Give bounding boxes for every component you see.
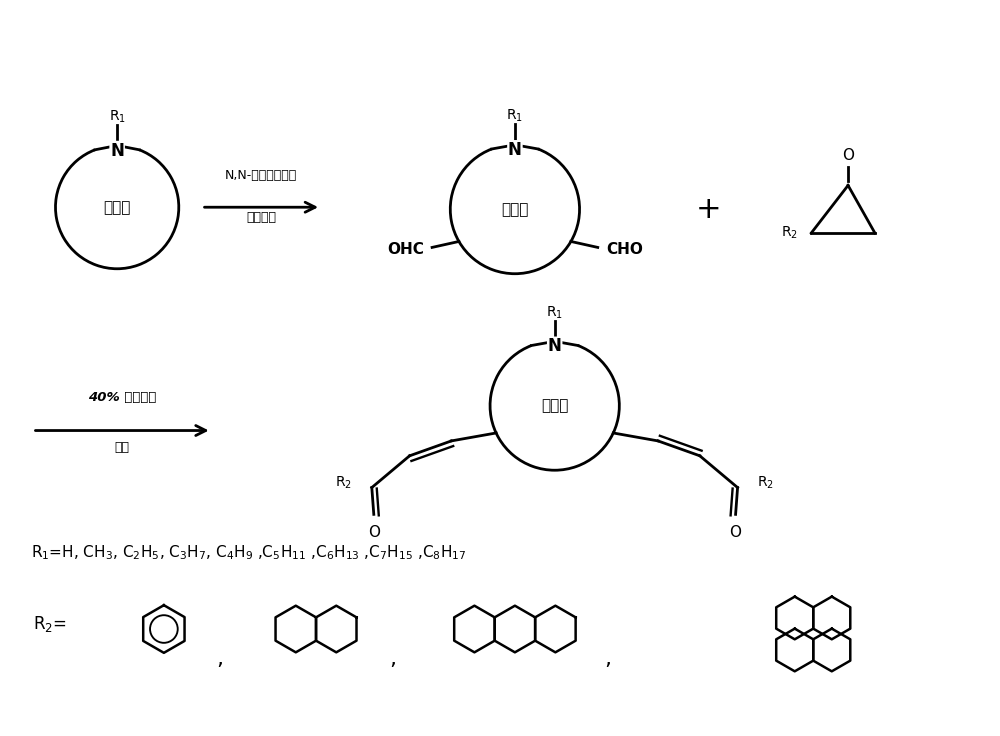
Circle shape <box>55 146 179 269</box>
Text: 乙醇: 乙醇 <box>115 441 130 454</box>
Text: 40% 氢氧化钠: 40% 氢氧化钠 <box>88 392 156 404</box>
Text: O: O <box>842 148 854 163</box>
Text: CHO: CHO <box>606 242 643 257</box>
Text: 芳香环: 芳香环 <box>541 398 568 413</box>
Text: 芳香环: 芳香环 <box>103 199 131 215</box>
Text: ,: , <box>389 648 396 669</box>
Text: O: O <box>730 525 742 539</box>
Circle shape <box>490 342 619 470</box>
Text: O: O <box>368 525 380 539</box>
Text: R$_1$: R$_1$ <box>546 305 563 321</box>
Text: R$_1$: R$_1$ <box>506 108 523 124</box>
Text: N: N <box>548 337 562 355</box>
Text: R$_2$=: R$_2$= <box>33 614 66 634</box>
Text: N: N <box>508 141 522 159</box>
Text: OHC: OHC <box>387 242 424 257</box>
Text: R$_1$=H, CH$_3$, C$_2$H$_5$, C$_3$H$_7$, C$_4$H$_9$ ,C$_5$H$_{11}$ ,C$_6$H$_{13}: R$_1$=H, CH$_3$, C$_2$H$_5$, C$_3$H$_7$,… <box>31 543 466 562</box>
Text: R$_2$: R$_2$ <box>757 475 774 491</box>
Text: N: N <box>110 141 124 160</box>
Text: ,: , <box>604 648 611 669</box>
Text: 三氯氧磷: 三氯氧磷 <box>246 210 276 224</box>
Text: 芳香环: 芳香环 <box>501 202 529 216</box>
Text: N,N-二甲基甲酰胺: N,N-二甲基甲酰胺 <box>225 169 297 182</box>
Text: +: + <box>696 195 722 224</box>
Text: ,: , <box>216 648 223 669</box>
Circle shape <box>450 145 580 274</box>
Text: R$_1$: R$_1$ <box>109 109 126 125</box>
Text: R$_2$: R$_2$ <box>335 475 352 491</box>
Text: R$_2$: R$_2$ <box>781 224 798 241</box>
